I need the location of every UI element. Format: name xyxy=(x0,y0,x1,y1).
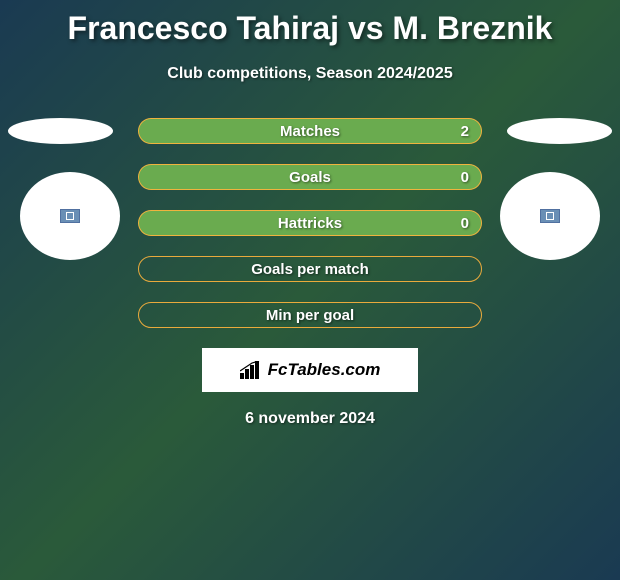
logo-text: FcTables.com xyxy=(268,360,381,380)
player-circle-right xyxy=(500,172,600,260)
stat-label: Hattricks xyxy=(278,215,342,232)
player-circle-left xyxy=(20,172,120,260)
stat-value: 2 xyxy=(461,123,469,140)
stat-label: Min per goal xyxy=(266,307,354,324)
page-title: Francesco Tahiraj vs M. Breznik xyxy=(0,0,620,47)
subtitle: Club competitions, Season 2024/2025 xyxy=(0,65,620,83)
stat-label: Goals xyxy=(289,169,331,186)
stats-container: Matches 2 Goals 0 Hattricks 0 Goals per … xyxy=(138,118,482,328)
stat-row-hattricks: Hattricks 0 xyxy=(138,210,482,236)
stat-row-min-per-goal: Min per goal xyxy=(138,302,482,328)
flag-icon-right xyxy=(540,209,560,223)
logo-box: FcTables.com xyxy=(202,348,418,392)
stat-value: 0 xyxy=(461,169,469,186)
stat-value: 0 xyxy=(461,215,469,232)
date-text: 6 november 2024 xyxy=(0,410,620,428)
stat-row-goals: Goals 0 xyxy=(138,164,482,190)
stat-row-matches: Matches 2 xyxy=(138,118,482,144)
stat-row-goals-per-match: Goals per match xyxy=(138,256,482,282)
stat-label: Matches xyxy=(280,123,340,140)
stat-label: Goals per match xyxy=(251,261,369,278)
flag-icon-left xyxy=(60,209,80,223)
content-area: Matches 2 Goals 0 Hattricks 0 Goals per … xyxy=(0,118,620,428)
player-ellipse-right xyxy=(507,118,612,144)
player-ellipse-left xyxy=(8,118,113,144)
logo-chart-icon xyxy=(240,361,262,379)
